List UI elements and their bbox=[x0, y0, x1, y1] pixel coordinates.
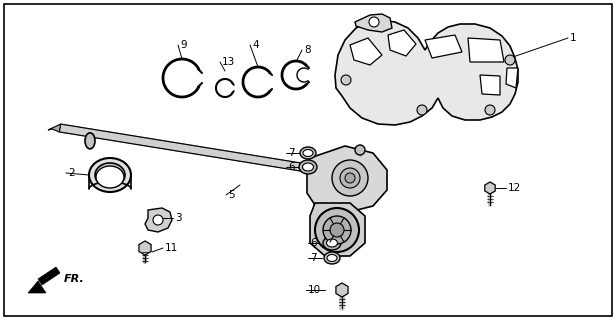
Circle shape bbox=[323, 216, 351, 244]
Text: 1: 1 bbox=[570, 33, 577, 43]
Text: 8: 8 bbox=[304, 45, 310, 55]
Circle shape bbox=[341, 75, 351, 85]
Ellipse shape bbox=[303, 149, 313, 156]
Polygon shape bbox=[28, 281, 46, 293]
Text: 6: 6 bbox=[310, 238, 317, 248]
Text: 7: 7 bbox=[288, 148, 294, 158]
Polygon shape bbox=[310, 203, 365, 256]
Polygon shape bbox=[335, 20, 518, 125]
Text: 11: 11 bbox=[165, 243, 178, 253]
Text: 12: 12 bbox=[508, 183, 521, 193]
Text: 10: 10 bbox=[308, 285, 321, 295]
Text: 6: 6 bbox=[288, 162, 294, 172]
Polygon shape bbox=[48, 124, 60, 132]
Polygon shape bbox=[388, 30, 416, 56]
Ellipse shape bbox=[302, 163, 314, 171]
Polygon shape bbox=[355, 14, 392, 32]
Polygon shape bbox=[506, 68, 518, 88]
Ellipse shape bbox=[95, 163, 125, 187]
Circle shape bbox=[315, 208, 359, 252]
Text: 5: 5 bbox=[228, 190, 235, 200]
Text: 2: 2 bbox=[68, 168, 75, 178]
Text: 9: 9 bbox=[180, 40, 187, 50]
Polygon shape bbox=[307, 146, 387, 213]
Circle shape bbox=[330, 223, 344, 237]
Circle shape bbox=[355, 145, 365, 155]
Ellipse shape bbox=[326, 239, 338, 247]
Polygon shape bbox=[145, 208, 172, 232]
Circle shape bbox=[340, 168, 360, 188]
Circle shape bbox=[417, 105, 427, 115]
Ellipse shape bbox=[324, 252, 340, 264]
Ellipse shape bbox=[96, 166, 124, 188]
Polygon shape bbox=[336, 283, 348, 297]
Ellipse shape bbox=[300, 147, 316, 159]
Text: 13: 13 bbox=[222, 57, 235, 67]
Ellipse shape bbox=[101, 168, 119, 182]
Polygon shape bbox=[59, 124, 351, 179]
Ellipse shape bbox=[89, 158, 131, 192]
Polygon shape bbox=[350, 38, 382, 65]
Polygon shape bbox=[480, 75, 500, 95]
Polygon shape bbox=[485, 182, 495, 194]
Ellipse shape bbox=[323, 236, 341, 250]
Polygon shape bbox=[38, 267, 60, 285]
Text: FR.: FR. bbox=[64, 274, 85, 284]
Circle shape bbox=[345, 173, 355, 183]
Ellipse shape bbox=[327, 254, 337, 261]
Circle shape bbox=[505, 55, 515, 65]
Text: 7: 7 bbox=[310, 253, 317, 263]
Circle shape bbox=[332, 160, 368, 196]
Polygon shape bbox=[425, 35, 462, 58]
Ellipse shape bbox=[85, 133, 95, 149]
Circle shape bbox=[369, 17, 379, 27]
Circle shape bbox=[485, 105, 495, 115]
Ellipse shape bbox=[299, 160, 317, 174]
Text: 3: 3 bbox=[175, 213, 182, 223]
Polygon shape bbox=[139, 241, 151, 255]
Text: 4: 4 bbox=[252, 40, 259, 50]
Polygon shape bbox=[468, 38, 504, 62]
Circle shape bbox=[153, 215, 163, 225]
